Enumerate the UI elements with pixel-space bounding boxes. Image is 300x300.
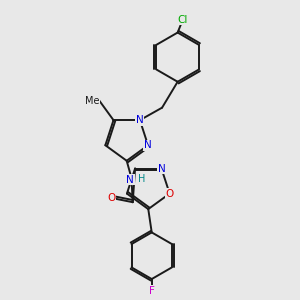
Text: N: N bbox=[158, 164, 165, 173]
Text: O: O bbox=[107, 193, 115, 203]
Text: N: N bbox=[144, 140, 152, 150]
Text: N: N bbox=[126, 175, 134, 185]
Text: F: F bbox=[149, 286, 155, 296]
Text: H: H bbox=[138, 174, 145, 184]
Text: N: N bbox=[136, 115, 144, 125]
Text: Cl: Cl bbox=[178, 15, 188, 25]
Text: Me: Me bbox=[85, 96, 99, 106]
Text: O: O bbox=[166, 189, 174, 199]
